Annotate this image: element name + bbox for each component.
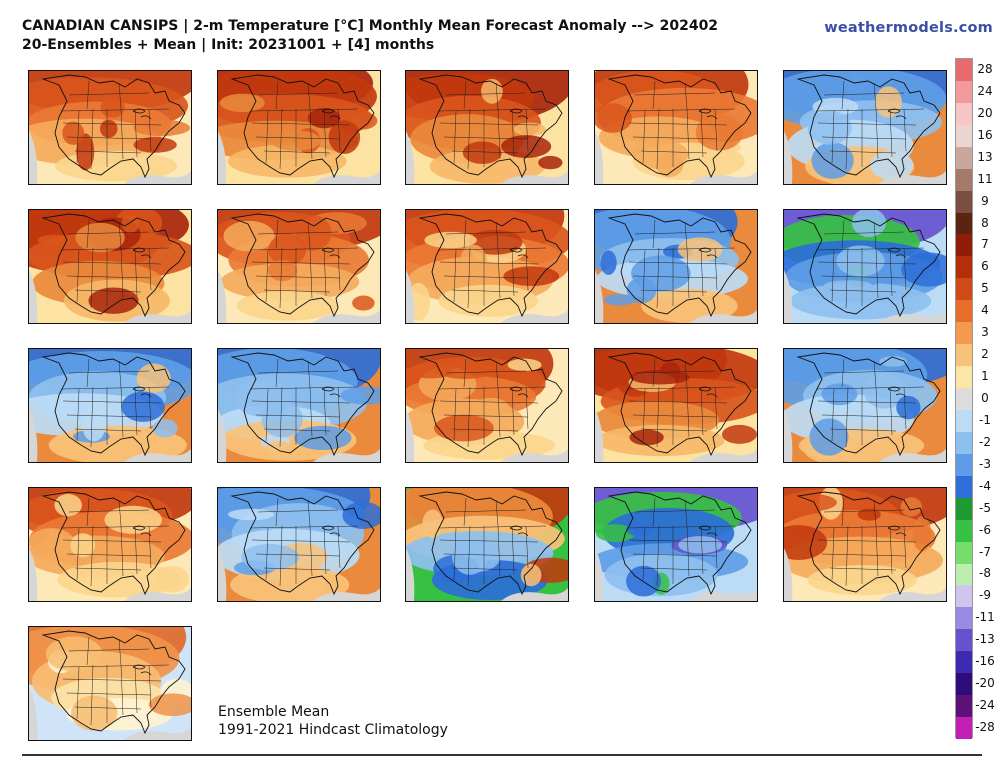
colorbar-swatch: [956, 431, 972, 455]
colorbar-label: 7: [981, 237, 989, 252]
ensemble-member-map-14: [594, 348, 758, 463]
ensemble-member-map-5: [783, 70, 947, 185]
colorbar-label: 4: [981, 303, 989, 318]
colorbar-label: 28: [977, 61, 993, 76]
colorbar-label: 0: [981, 391, 989, 405]
colorbar-swatch: [956, 102, 972, 126]
ensemble-member-map-9: [594, 209, 758, 324]
ensemble-member-map-8: [405, 209, 569, 324]
ensemble-member-map-19: [594, 487, 758, 602]
colorbar-label: 16: [977, 127, 993, 142]
colorbar-swatch: [956, 146, 972, 170]
ensemble-member-map-2: [217, 70, 381, 185]
colorbar-swatch: [956, 409, 972, 433]
colorbar-label: 8: [981, 215, 989, 230]
colorbar-label: -24: [975, 698, 995, 713]
colorbar-label: 20: [977, 105, 993, 120]
colorbar-label: -1: [979, 412, 991, 427]
ensemble-member-map-20: [783, 487, 947, 602]
colorbar-label: -11: [975, 610, 995, 625]
brand-link[interactable]: weathermodels.com: [824, 20, 993, 36]
colorbar-label: -6: [979, 522, 991, 537]
colorbar-swatch: [956, 607, 972, 630]
colorbar-label: 2: [981, 347, 989, 362]
ensemble-member-map-12: [217, 348, 381, 463]
colorbar-label: -5: [979, 500, 991, 515]
ensemble-member-map-7: [217, 209, 381, 324]
ensemble-member-map-4: [594, 70, 758, 185]
colorbar-label: -3: [979, 456, 991, 471]
colorbar-label: -16: [975, 654, 995, 669]
colorbar-swatch: [956, 453, 972, 477]
colorbar-label: 5: [981, 281, 989, 296]
colorbar-label: -7: [979, 544, 991, 559]
colorbar-label: 13: [977, 149, 993, 164]
ensemble-member-map-1: [28, 70, 192, 185]
colorbar-label: 6: [981, 259, 989, 274]
ensemble-member-map-10: [783, 209, 947, 324]
colorbar-swatch: [956, 300, 972, 323]
colorbar-swatch: [956, 651, 972, 674]
colorbar-label: -8: [979, 566, 991, 581]
colorbar-label: -9: [979, 588, 991, 603]
colorbar-swatch: [956, 695, 972, 718]
colorbar-swatch: [956, 541, 972, 564]
colorbar-swatch: [956, 212, 972, 235]
ensemble-caption: Ensemble Mean 1991-2021 Hindcast Climato…: [218, 703, 448, 739]
caption-line-2: 1991-2021 Hindcast Climatology: [218, 722, 448, 738]
colorbar-swatch: [956, 190, 972, 214]
colorbar-label: 24: [977, 83, 993, 98]
bottom-rule: [22, 754, 982, 756]
colorbar-swatch: [956, 585, 972, 608]
colorbar: [955, 58, 973, 740]
colorbar-label: -28: [975, 720, 995, 735]
colorbar-swatch: [956, 344, 972, 367]
colorbar-label: -20: [975, 676, 995, 691]
colorbar-label: 3: [981, 325, 989, 340]
chart-title: CANADIAN CANSIPS | 2-m Temperature [°C] …: [22, 17, 718, 55]
colorbar-swatch: [956, 629, 972, 652]
colorbar-label: -13: [975, 632, 995, 647]
colorbar-swatch: [956, 234, 972, 257]
colorbar-swatch: [956, 388, 972, 411]
ensemble-member-map-21: [28, 626, 192, 741]
colorbar-swatch: [956, 563, 972, 586]
colorbar-label: 9: [981, 193, 989, 208]
title-line-2: 20-Ensembles + Mean | Init: 20231001 + […: [22, 37, 435, 53]
colorbar-swatch: [956, 673, 972, 696]
colorbar-label: 1: [981, 369, 989, 384]
ensemble-member-map-16: [28, 487, 192, 602]
colorbar-swatch: [956, 278, 972, 301]
colorbar-label: 11: [977, 171, 993, 186]
caption-line-1: Ensemble Mean: [218, 704, 330, 720]
colorbar-label: -4: [979, 478, 991, 493]
colorbar-swatch: [956, 475, 972, 499]
ensemble-member-map-13: [405, 348, 569, 463]
ensemble-member-map-18: [405, 487, 569, 602]
ensemble-member-map-6: [28, 209, 192, 324]
colorbar-swatch: [956, 519, 972, 543]
colorbar-swatch: [956, 59, 972, 82]
colorbar-swatch: [956, 80, 972, 104]
ensemble-member-map-3: [405, 70, 569, 185]
colorbar-swatch: [956, 168, 972, 192]
colorbar-swatch: [956, 256, 972, 279]
colorbar-label: -2: [979, 434, 991, 449]
colorbar-swatch: [956, 124, 972, 148]
ensemble-member-map-11: [28, 348, 192, 463]
ensemble-member-map-17: [217, 487, 381, 602]
colorbar-swatch: [956, 717, 972, 740]
title-line-1: CANADIAN CANSIPS | 2-m Temperature [°C] …: [22, 18, 719, 34]
colorbar-swatch: [956, 366, 972, 389]
colorbar-swatch: [956, 322, 972, 345]
colorbar-swatch: [956, 497, 972, 521]
ensemble-member-map-15: [783, 348, 947, 463]
